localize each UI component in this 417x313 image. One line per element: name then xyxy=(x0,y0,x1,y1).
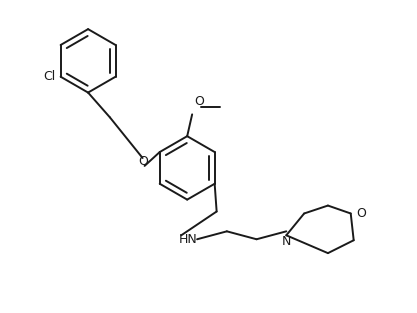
Text: Cl: Cl xyxy=(43,70,55,83)
Text: O: O xyxy=(357,207,367,220)
Text: O: O xyxy=(194,95,204,108)
Text: O: O xyxy=(138,156,148,168)
Text: N: N xyxy=(281,235,291,248)
Text: HN: HN xyxy=(178,233,197,246)
